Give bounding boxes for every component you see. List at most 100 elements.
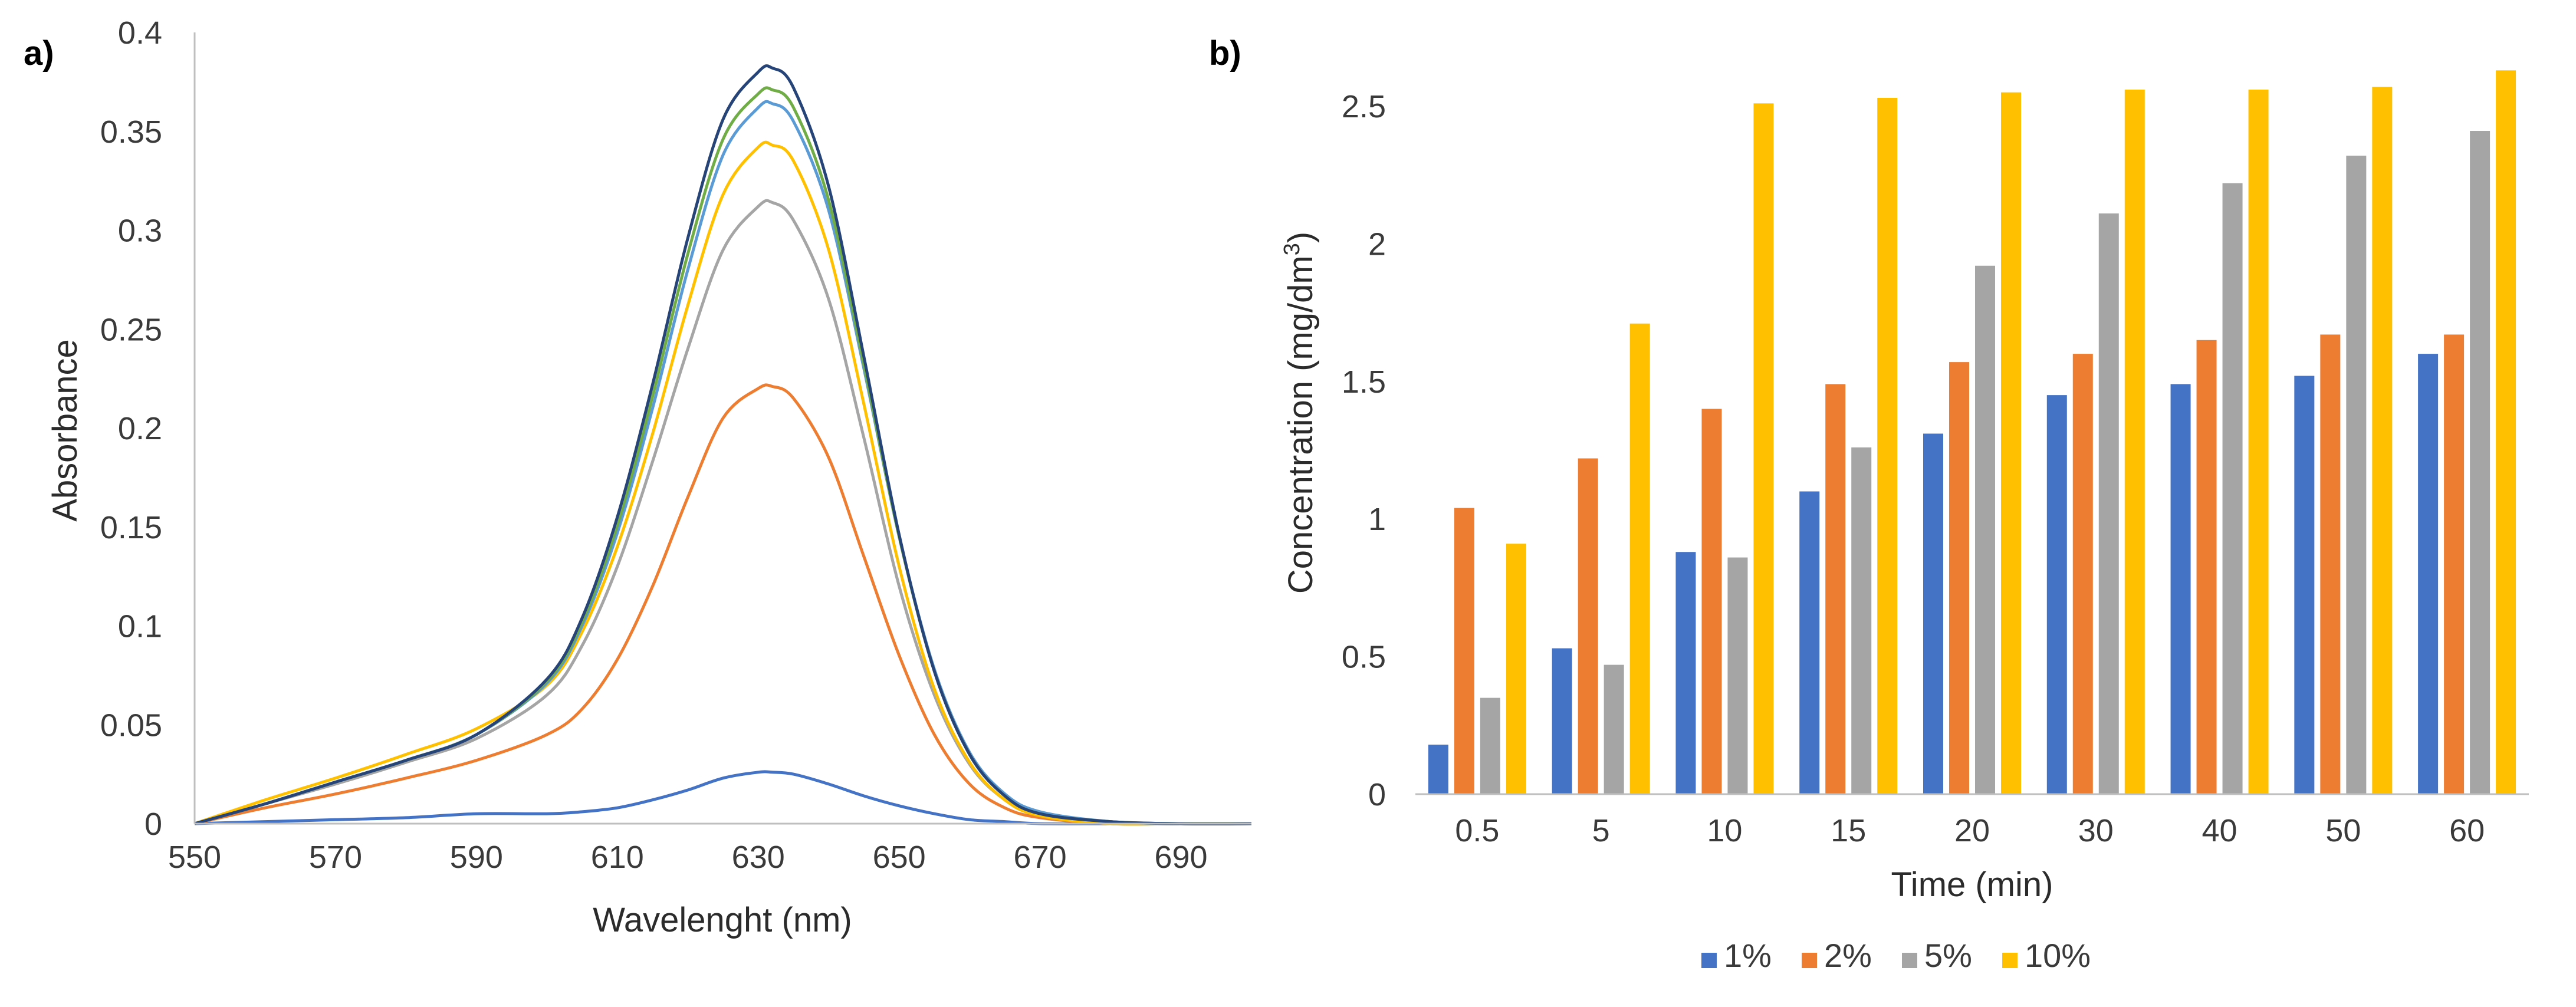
bar-5pct-40 bbox=[2222, 183, 2243, 795]
panel-b-x-tick-label: 20 bbox=[1954, 813, 1990, 848]
panel-a-x-tick-label: 670 bbox=[1014, 840, 1067, 875]
bar-2pct-40 bbox=[2196, 340, 2217, 794]
panel-b-x-tick-label: 5 bbox=[1592, 813, 1610, 848]
bar-2pct-20 bbox=[1949, 362, 1969, 794]
panel-a-y-tick-label: 0.05 bbox=[100, 707, 162, 743]
panel-b-concentration-chart: b) 0.5 5 10 15 20 30 40 50 60 0 0.5 1 1.5 2 2.5 Time … bbox=[1209, 34, 2529, 974]
bar-5pct-60 bbox=[2470, 131, 2490, 795]
panel-b-y-tick-label: 1.5 bbox=[1342, 364, 1386, 400]
bar-1pct-15 bbox=[1799, 491, 1820, 794]
panel-b-y-tick-label: 1 bbox=[1368, 502, 1386, 537]
bar-10pct-20 bbox=[2001, 92, 2021, 794]
panel-a-absorbance-chart: a) 550 570 590 610 630 650 670 690 0 0.05 0.1 0.15… bbox=[24, 15, 1252, 939]
panel-a-x-tick-labels: 550 570 590 610 630 650 670 690 bbox=[168, 840, 1208, 875]
panel-a-x-tick-label: 590 bbox=[450, 840, 503, 875]
bar-1pct-40 bbox=[2170, 384, 2191, 794]
bar-1pct-5 bbox=[1552, 648, 1572, 794]
bar-1pct-0.5 bbox=[1428, 744, 1448, 794]
panel-a-x-tick-label: 690 bbox=[1154, 840, 1207, 875]
legend-label-2pct: 2% bbox=[1824, 937, 1872, 974]
panel-b-x-tick-labels: 0.5 5 10 15 20 30 40 50 60 bbox=[1455, 813, 2485, 848]
bar-2pct-15 bbox=[1825, 384, 1846, 794]
legend-swatch-5pct bbox=[1902, 953, 1917, 968]
legend-swatch-1pct bbox=[1701, 953, 1717, 968]
bar-1pct-10 bbox=[1675, 552, 1696, 794]
bar-2pct-50 bbox=[2320, 334, 2341, 794]
panel-b-y-axis-title-main: Concentration (mg/dm bbox=[1282, 255, 1320, 594]
bar-10pct-50 bbox=[2372, 87, 2393, 795]
bar-10pct-0.5 bbox=[1506, 544, 1526, 794]
panel-a-y-tick-label: 0.2 bbox=[118, 411, 162, 446]
panel-b-y-tick-label: 2.5 bbox=[1342, 89, 1386, 124]
panel-a-x-tick-label: 630 bbox=[732, 840, 785, 875]
panel-a-series-lines bbox=[194, 64, 1252, 826]
panel-b-x-tick-label: 50 bbox=[2325, 813, 2361, 848]
panel-b-x-tick-label: 0.5 bbox=[1455, 813, 1499, 848]
panel-b-y-axis-title: Concentration (mg/dm3) bbox=[1280, 232, 1320, 594]
panel-a-y-tick-label: 0.4 bbox=[118, 15, 162, 51]
bar-2pct-30 bbox=[2072, 354, 2093, 794]
panel-b-x-tick-label: 40 bbox=[2202, 813, 2237, 848]
panel-b-y-tick-label: 2 bbox=[1368, 226, 1386, 262]
bar-5pct-5 bbox=[1604, 664, 1624, 794]
bar-5pct-30 bbox=[2098, 213, 2119, 794]
panel-b-y-tick-label: 0 bbox=[1368, 777, 1386, 812]
panel-b-y-axis-title-close: ) bbox=[1282, 232, 1320, 243]
panel-a-x-axis-title: Wavelenght (nm) bbox=[593, 901, 852, 939]
bar-1pct-60 bbox=[2418, 354, 2439, 794]
series-line-5- bbox=[194, 199, 1251, 826]
bar-10pct-15 bbox=[1877, 97, 1898, 795]
bar-5pct-0.5 bbox=[1480, 697, 1500, 794]
panel-a-y-tick-label: 0.3 bbox=[118, 213, 162, 249]
bar-2pct-60 bbox=[2444, 334, 2465, 794]
bar-5pct-15 bbox=[1851, 447, 1872, 794]
panel-a-y-tick-label: 0.25 bbox=[100, 312, 162, 347]
panel-a-x-tick-label: 650 bbox=[873, 840, 926, 875]
bar-1pct-50 bbox=[2294, 376, 2315, 794]
panel-a-x-tick-label: 570 bbox=[309, 840, 362, 875]
panel-a-y-axis-title: Absorbance bbox=[46, 339, 84, 522]
panel-a-x-tick-label: 610 bbox=[591, 840, 644, 875]
bar-5pct-20 bbox=[1975, 265, 1995, 794]
bar-10pct-40 bbox=[2248, 89, 2269, 795]
bar-1pct-30 bbox=[2046, 395, 2067, 794]
panel-a-y-tick-label: 0.35 bbox=[100, 114, 162, 150]
bar-2pct-5 bbox=[1578, 458, 1598, 794]
bar-5pct-10 bbox=[1727, 557, 1748, 794]
panel-b-legend: 1% 2% 5% 10% bbox=[1701, 937, 2091, 974]
legend-swatch-2pct bbox=[1802, 953, 1817, 968]
series-line-10- bbox=[194, 140, 1251, 826]
bar-10pct-60 bbox=[2496, 70, 2516, 794]
panel-b-x-tick-label: 15 bbox=[1831, 813, 1866, 848]
panel-b-y-tick-labels: 0 0.5 1 1.5 2 2.5 bbox=[1342, 89, 1386, 812]
series-line-series-7 bbox=[194, 64, 1252, 825]
legend-label-10pct: 10% bbox=[2025, 937, 2091, 974]
panel-b-label: b) bbox=[1209, 34, 1241, 73]
panel-b-x-tick-label: 10 bbox=[1707, 813, 1742, 848]
panel-a-y-tick-label: 0.15 bbox=[100, 510, 162, 545]
bar-10pct-5 bbox=[1629, 323, 1650, 794]
series-line-2- bbox=[194, 383, 1251, 826]
panel-b-x-axis-title: Time (min) bbox=[1891, 866, 2053, 904]
bar-2pct-10 bbox=[1701, 409, 1722, 794]
panel-a-y-tick-label: 0.1 bbox=[118, 609, 162, 644]
legend-label-5pct: 5% bbox=[1924, 937, 1972, 974]
bar-10pct-30 bbox=[2124, 89, 2145, 795]
panel-a-y-tick-labels: 0 0.05 0.1 0.15 0.2 0.25 0.3 0.35 0.4 bbox=[100, 15, 162, 842]
panel-b-x-tick-label: 60 bbox=[2449, 813, 2485, 848]
bar-2pct-0.5 bbox=[1454, 508, 1474, 794]
panel-b-y-tick-label: 0.5 bbox=[1342, 640, 1386, 675]
panel-a-y-tick-label: 0 bbox=[144, 807, 162, 842]
bar-5pct-50 bbox=[2346, 156, 2367, 795]
panel-b-y-axis-title-sup: 3 bbox=[1280, 243, 1305, 255]
legend-label-1pct: 1% bbox=[1724, 937, 1772, 974]
legend-swatch-10pct bbox=[2002, 953, 2018, 968]
panel-a-x-tick-label: 550 bbox=[168, 840, 221, 875]
panel-b-x-tick-label: 30 bbox=[2078, 813, 2114, 848]
bar-1pct-20 bbox=[1923, 433, 1943, 794]
bar-10pct-10 bbox=[1753, 103, 1774, 794]
panel-a-label: a) bbox=[24, 34, 54, 73]
panel-b-bars bbox=[1428, 70, 2516, 795]
